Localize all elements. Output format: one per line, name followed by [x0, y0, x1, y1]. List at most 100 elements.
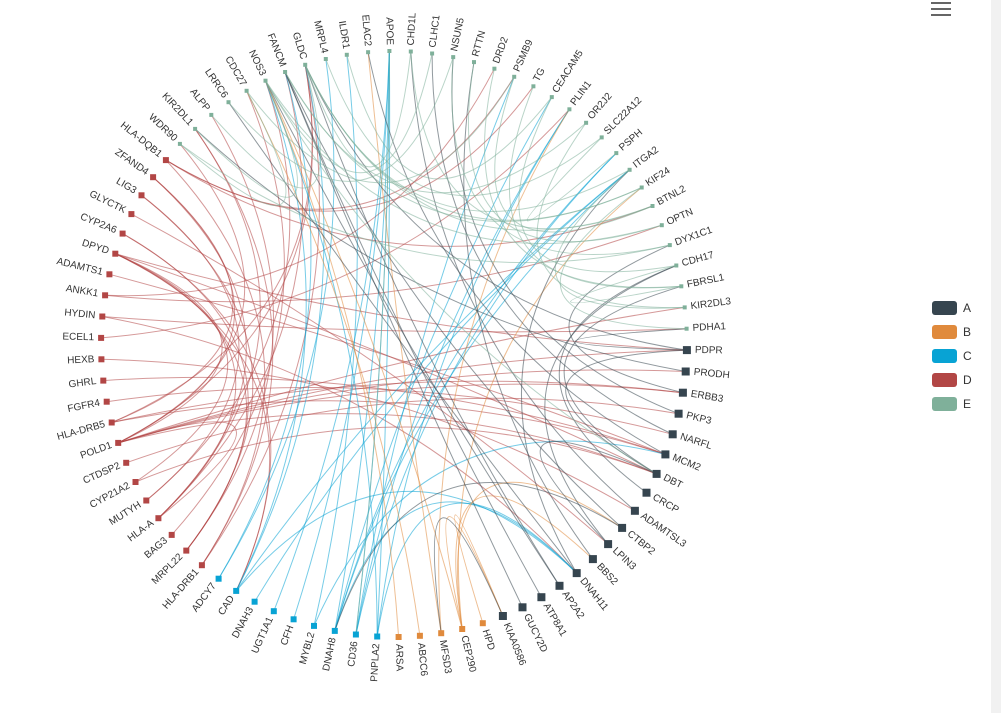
- link-DBT-FBRSL1[interactable]: [563, 285, 682, 475]
- link-HLA-DRB5-MCM2[interactable]: [111, 400, 666, 455]
- link-POLD1-DBT[interactable]: [118, 413, 657, 475]
- link-WDR90-CDC27[interactable]: [179, 90, 287, 207]
- node-ADAMTSL3[interactable]: [630, 506, 639, 515]
- node-MUTYH[interactable]: [143, 497, 150, 504]
- node-MYBL2[interactable]: [311, 622, 317, 629]
- legend-label-D[interactable]: D: [963, 373, 972, 387]
- node-ECEL1[interactable]: [98, 334, 105, 341]
- link-HLA-DQB1-TG[interactable]: [165, 86, 534, 212]
- node-FBRSL1[interactable]: [679, 284, 684, 289]
- node-GLDC[interactable]: [303, 62, 308, 67]
- node-MRPL22[interactable]: [183, 547, 190, 554]
- node-HEXB[interactable]: [98, 356, 105, 363]
- node-BTNL2[interactable]: [650, 204, 655, 208]
- link-MFSD3-PLIN1[interactable]: [438, 109, 570, 634]
- node-KIR2DL3[interactable]: [682, 305, 687, 310]
- legend-swatch-A[interactable]: [932, 301, 957, 315]
- link-NSUN5-DYX1C1[interactable]: [451, 57, 670, 256]
- node-ELAC2[interactable]: [366, 50, 371, 55]
- node-KIF24[interactable]: [639, 185, 644, 190]
- node-BBS2[interactable]: [588, 555, 597, 564]
- node-ZFAND4[interactable]: [150, 174, 157, 181]
- legend-label-B[interactable]: B: [963, 325, 971, 339]
- node-ABCC6[interactable]: [416, 632, 423, 639]
- node-ILDR1[interactable]: [344, 52, 349, 57]
- node-CYP21A2[interactable]: [132, 479, 139, 485]
- link-CRCP-CDH17[interactable]: [558, 265, 677, 494]
- link-ANKK1-DRD2[interactable]: [105, 68, 495, 297]
- link-HYDIN-DNAH11[interactable]: [102, 316, 578, 574]
- link-ADAMTSL3-CHD1L[interactable]: [410, 51, 636, 512]
- node-APOE[interactable]: [387, 49, 392, 53]
- node-DNAH11[interactable]: [572, 569, 581, 578]
- node-CFH[interactable]: [290, 616, 297, 623]
- legend-swatch-B[interactable]: [932, 325, 957, 339]
- link-ERBB3-DYX1C1[interactable]: [568, 244, 684, 394]
- hamburger-menu-icon[interactable]: [931, 2, 951, 16]
- link-MYBL2-MCM2[interactable]: [313, 440, 666, 627]
- legend-swatch-C[interactable]: [932, 349, 957, 363]
- link-ANKK1-OPTN[interactable]: [105, 224, 662, 303]
- node-PSMB9[interactable]: [512, 74, 517, 79]
- node-DPYD[interactable]: [112, 250, 119, 257]
- link-LPIN3-DBT[interactable]: [539, 440, 657, 545]
- link-HLA-DRB1-HLA-DQB1[interactable]: [165, 159, 266, 566]
- node-PKP3[interactable]: [674, 409, 683, 418]
- link-POLD1-ERBB3[interactable]: [118, 383, 683, 444]
- node-SLC22A12[interactable]: [599, 135, 604, 140]
- node-CEP290[interactable]: [459, 626, 466, 632]
- link-CEP290-KIF24[interactable]: [457, 187, 643, 630]
- link-ADCY7-FANCM[interactable]: [218, 71, 312, 579]
- link-DNAH11-LRRC6[interactable]: [228, 101, 578, 574]
- link-HLA-A-FANCM[interactable]: [158, 71, 304, 519]
- link-DNAH8-CEACAM5[interactable]: [334, 96, 553, 632]
- node-CRCP[interactable]: [642, 488, 651, 497]
- link-RTTN-OPTN[interactable]: [467, 62, 662, 243]
- link-CEP290-NOS3[interactable]: [265, 80, 463, 630]
- link-ATP8A1-FANCM[interactable]: [284, 71, 542, 598]
- link-POLD1-PRODH[interactable]: [118, 369, 686, 444]
- node-CYP2A6[interactable]: [119, 230, 126, 237]
- link-DNAH3-ITGA2[interactable]: [254, 169, 630, 602]
- link-PNPLA2-DNAH11[interactable]: [376, 502, 578, 637]
- link-WDR90-DYX1C1[interactable]: [179, 143, 670, 264]
- node-HPD[interactable]: [479, 620, 486, 627]
- link-CD36-PLIN1[interactable]: [355, 109, 570, 635]
- node-ATP8A1[interactable]: [537, 593, 546, 602]
- link-NOS3-DBT[interactable]: [265, 80, 657, 475]
- node-KIR2DL1[interactable]: [193, 126, 198, 131]
- node-PRODH[interactable]: [681, 367, 690, 376]
- link-DNAH8-APOE[interactable]: [334, 50, 390, 631]
- legend-label-A[interactable]: A: [963, 301, 971, 315]
- node-CHD1L[interactable]: [408, 49, 413, 54]
- link-ILDR1-CEACAM5[interactable]: [346, 54, 553, 180]
- link-HLA-DRB5-ERBB3[interactable]: [111, 380, 683, 423]
- link-DNAH8-PSPH[interactable]: [334, 152, 617, 632]
- node-HLA-DRB5[interactable]: [108, 419, 115, 426]
- node-BAG3[interactable]: [168, 531, 175, 538]
- node-CEACAM5[interactable]: [549, 95, 554, 100]
- node-CAD[interactable]: [233, 587, 240, 594]
- node-GUCY2D[interactable]: [518, 603, 527, 612]
- link-MCM2-ELAC2[interactable]: [367, 52, 666, 455]
- node-CTDSP2[interactable]: [123, 459, 130, 466]
- link-PDPR-DBT[interactable]: [565, 349, 687, 475]
- link-PNPLA2-PLIN1[interactable]: [376, 109, 570, 637]
- link-PNPLA2-NOS3[interactable]: [265, 80, 378, 637]
- link-KIF24-PDHA1[interactable]: [559, 187, 687, 330]
- link-CEP290-BBS2[interactable]: [455, 495, 594, 630]
- node-CDC27[interactable]: [244, 88, 249, 93]
- node-HLA-A[interactable]: [155, 515, 162, 522]
- link-CAD-DNAH11[interactable]: [235, 490, 578, 592]
- link-ITGA2-KIR2DL3[interactable]: [554, 169, 685, 309]
- node-CD36[interactable]: [352, 631, 359, 638]
- link-AP2A2-NOS3[interactable]: [265, 80, 560, 587]
- node-MFSD3[interactable]: [438, 630, 445, 637]
- node-UGT1A1[interactable]: [270, 608, 277, 615]
- link-LRRC6-NSUN5[interactable]: [228, 56, 454, 182]
- link-OR2J2-KIR2DL3[interactable]: [536, 122, 685, 308]
- node-MRPL4[interactable]: [323, 57, 328, 61]
- link-HLA-A-KIR2DL1[interactable]: [158, 128, 261, 519]
- link-PDPR-GLDC[interactable]: [304, 64, 687, 351]
- node-LPIN3[interactable]: [604, 540, 613, 549]
